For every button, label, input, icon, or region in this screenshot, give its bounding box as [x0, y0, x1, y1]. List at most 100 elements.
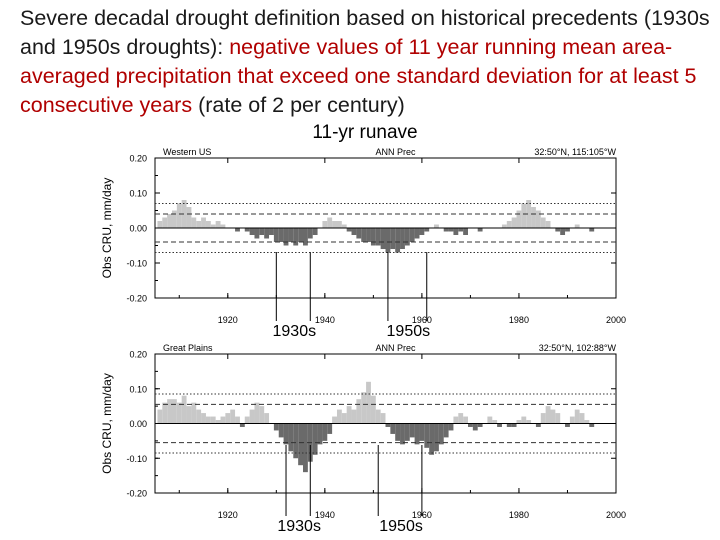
p2-x-tick-label-1: 1940: [315, 510, 335, 520]
p1-bar-1924: [244, 228, 250, 232]
p1-bar-1983: [531, 207, 536, 228]
p2-bar-1927: [259, 406, 265, 424]
p1-bar-1954: [390, 228, 396, 249]
p2-x-tick-label-0: 1920: [218, 510, 238, 520]
p1-bar-1955: [395, 228, 401, 253]
p1-y-tick-label-3: -0.10: [126, 259, 147, 269]
p2-bar-1948: [361, 392, 367, 424]
p1-bar-1949: [366, 228, 371, 242]
p2-y-tick-label-0: 0.20: [129, 350, 147, 360]
p1-bar-1927: [259, 228, 265, 235]
p2-bar-1971: [472, 423, 478, 431]
p2-bar-1964: [438, 423, 444, 445]
p2-bar-1969: [463, 416, 468, 424]
p1-bar-1977: [501, 224, 507, 228]
p1-bar-1945: [346, 228, 352, 232]
p2-bar-1958: [409, 423, 415, 438]
p2-bar-1940: [322, 423, 328, 441]
p2-bar-1934: [293, 423, 299, 459]
p2-bar-1968: [458, 413, 464, 424]
p1-bar-1932: [283, 228, 289, 246]
p1-bar-1960: [419, 228, 425, 235]
p1-bar-1959: [414, 228, 420, 239]
p2-bar-1938: [312, 423, 318, 455]
p1-bar-1958: [409, 228, 415, 242]
p1-bar-1916: [205, 221, 211, 228]
p1-bar-1941: [327, 217, 333, 228]
p1-bar-1967: [453, 228, 459, 235]
p2-bar-1963: [434, 423, 439, 452]
p1-bar-1918: [215, 221, 221, 228]
p1-bar-1986: [545, 221, 551, 228]
p2-bar-1915: [201, 413, 206, 424]
p2-bar-1980: [516, 420, 522, 424]
p2-bar-1985: [540, 413, 546, 424]
p1-bar-1937: [307, 228, 313, 239]
p1-bar-1982: [526, 200, 532, 228]
p2-bar-1933: [288, 423, 294, 452]
p1-bar-1906: [157, 221, 163, 228]
p1-x-tick-label-0: 1920: [218, 315, 238, 325]
p1-x-tick-label-4: 2000: [606, 315, 626, 325]
p1-bar-1947: [356, 228, 362, 239]
p1-bar-1940: [322, 221, 328, 228]
p2-bar-1926: [254, 402, 260, 424]
p1-bar-1909: [171, 210, 177, 228]
p2-bar-1952: [380, 413, 386, 424]
p2-bar-1924: [244, 416, 250, 424]
p2-bar-1982: [526, 420, 532, 424]
p2-bar-1918: [215, 420, 221, 424]
p2-panel-label: Great Plains: [163, 343, 213, 353]
p1-annotation-label-1: 1950s: [387, 323, 431, 340]
p2-bar-1972: [477, 423, 483, 427]
p1-x-tick-label-2: 1960: [412, 315, 432, 325]
p2-bar-1935: [298, 423, 304, 466]
p2-bar-1950: [370, 395, 376, 424]
p1-bar-1917: [210, 224, 216, 228]
p1-y-tick-label-4: -0.20: [126, 294, 147, 304]
p1-bar-1930: [273, 228, 279, 242]
p1-bar-1946: [351, 228, 357, 235]
p2-bar-1939: [317, 423, 323, 445]
p2-bar-1978: [506, 423, 512, 427]
p1-bar-1929: [269, 228, 274, 235]
p1-y-axis-title: Obs CRU, mm/day: [100, 178, 114, 279]
p1-bar-1919: [220, 224, 226, 228]
p2-bar-1984: [535, 423, 541, 427]
p2-bar-1974: [487, 416, 493, 424]
p2-bar-1922: [235, 416, 240, 424]
p1-bar-1950: [370, 228, 376, 246]
p2-bar-1965: [443, 423, 449, 438]
p1-bar-1944: [341, 224, 347, 228]
p1-bar-1995: [589, 228, 595, 232]
p2-bar-1911: [181, 395, 187, 424]
p2-bar-1957: [404, 423, 410, 441]
p2-bar-1975: [492, 420, 498, 424]
p1-y-tick-label-0: 0.20: [129, 154, 147, 164]
p1-bar-1911: [181, 200, 187, 228]
p1-bar-1907: [162, 217, 168, 228]
p1-bar-1931: [278, 228, 284, 242]
p2-y-tick-label-3: -0.10: [126, 454, 147, 464]
p2-bar-1908: [167, 399, 172, 424]
p2-bar-1956: [400, 423, 405, 445]
p2-x-tick-label-3: 1980: [509, 510, 529, 520]
p2-bar-1912: [186, 406, 192, 424]
p2-bar-1951: [375, 409, 381, 424]
p2-x-tick-label-4: 2000: [606, 510, 626, 520]
p2-bar-1949: [366, 381, 371, 424]
p2-bar-1916: [205, 416, 211, 424]
p2-bar-1960: [419, 423, 425, 441]
p2-bar-1987: [550, 409, 556, 424]
p2-bar-1961: [424, 423, 430, 448]
p2-y-tick-label-1: 0.10: [129, 384, 147, 394]
p2-annotation-label-0: 1930s: [277, 518, 321, 535]
p2-bar-1947: [356, 399, 362, 424]
p1-bar-1935: [298, 228, 304, 242]
p1-annotation-label-0: 1930s: [273, 323, 317, 340]
p1-bar-1957: [404, 228, 410, 246]
p1-bar-1978: [506, 221, 512, 228]
p1-bar-1914: [196, 221, 202, 228]
p1-bar-1943: [336, 221, 342, 228]
p1-bar-1915: [201, 217, 206, 228]
